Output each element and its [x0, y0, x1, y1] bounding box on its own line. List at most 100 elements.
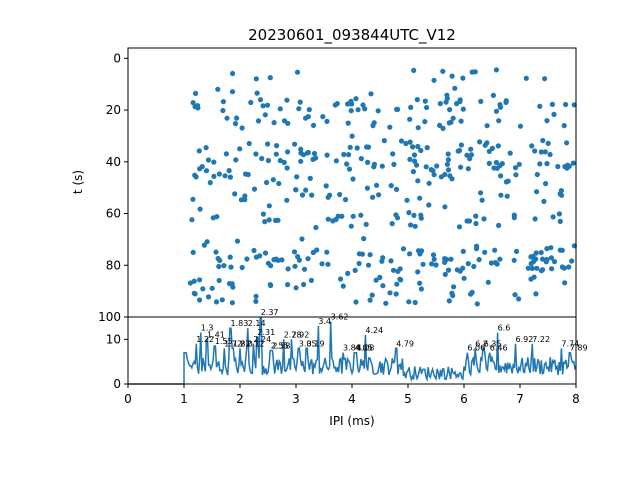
scatter-point: [394, 281, 400, 287]
x-tick-label: 4: [348, 392, 356, 406]
scatter-point: [219, 297, 225, 303]
scatter-point: [511, 215, 517, 221]
scatter-point: [345, 270, 351, 276]
scatter-point: [364, 144, 370, 150]
scatter-point: [528, 276, 534, 282]
scatter-point: [215, 86, 221, 92]
scatter-point: [254, 90, 260, 96]
scatter-point: [370, 123, 376, 129]
scatter-point: [348, 108, 354, 114]
peak-label: 1.87: [233, 339, 251, 348]
scatter-point: [543, 181, 549, 187]
scatter-point: [284, 97, 290, 103]
scatter-point: [537, 103, 543, 109]
scatter-point: [473, 213, 479, 219]
scatter-point: [260, 103, 266, 109]
scatter-point: [420, 261, 426, 267]
scatter-point: [345, 101, 351, 107]
scatter-point: [418, 286, 424, 292]
scatter-point: [216, 171, 222, 177]
scatter-point: [242, 197, 248, 203]
scatter-point: [358, 212, 364, 218]
peak-label: 1.41: [207, 330, 225, 339]
scatter-point: [390, 151, 396, 157]
scatter-point: [266, 217, 272, 223]
scatter-point: [296, 106, 302, 112]
scatter-point: [264, 179, 270, 186]
scatter-point: [424, 104, 430, 111]
scatter-point: [338, 276, 344, 282]
scatter-point: [551, 111, 557, 117]
scatter-point: [353, 299, 359, 305]
scatter-point: [229, 89, 236, 95]
scatter-point: [488, 260, 494, 266]
scatter-point: [227, 254, 233, 260]
scatter-point: [346, 166, 353, 172]
x-axis-label: IPI (ms): [329, 414, 374, 428]
scatter-point: [267, 75, 273, 81]
scatter-point: [562, 280, 568, 286]
scatter-point: [461, 275, 467, 281]
scatter-point: [450, 115, 456, 121]
scatter-point: [431, 256, 437, 262]
scatter-point: [496, 118, 502, 124]
chart-title: 20230601_093844UTC_V12: [248, 26, 456, 45]
scatter-point: [538, 149, 545, 155]
scatter-point: [469, 289, 475, 295]
scatter-point: [349, 133, 355, 139]
scatter-point: [348, 223, 354, 229]
scatter-point: [411, 67, 417, 73]
scatter-point: [226, 281, 233, 287]
scatter-point: [534, 265, 540, 271]
scatter-point: [533, 250, 539, 256]
scatter-point: [239, 125, 245, 131]
scatter-point: [266, 203, 272, 209]
scatter-point: [498, 173, 504, 179]
scatter-point: [447, 107, 453, 113]
scatter-point: [497, 256, 503, 262]
scatter-point: [295, 254, 301, 260]
scatter-point: [275, 257, 281, 263]
scatter-point: [275, 217, 281, 223]
scatter-point: [294, 174, 300, 180]
scatter-point: [415, 248, 422, 254]
scatter-point: [442, 259, 448, 265]
scatter-point: [244, 256, 250, 262]
scatter-point: [308, 277, 314, 283]
scatter-point: [274, 143, 280, 149]
scatter-point: [424, 145, 430, 151]
scatter-point: [451, 284, 457, 290]
scatter-point: [415, 178, 421, 184]
peak-label: 1.72: [224, 339, 242, 348]
scatter-point: [222, 173, 228, 179]
scatter-point: [299, 236, 305, 242]
scatter-point: [556, 211, 563, 217]
scatter-point: [253, 76, 259, 82]
scatter-point: [418, 212, 424, 218]
scatter-point: [383, 300, 389, 306]
scatter-point: [395, 106, 401, 112]
peak-label: 4.24: [365, 326, 383, 335]
scatter-point: [414, 97, 420, 103]
scatter-point: [337, 191, 343, 198]
peak-label: 6.06: [467, 344, 485, 353]
scatter-point: [362, 106, 368, 112]
scatter-point: [513, 172, 519, 178]
scatter-point: [226, 168, 232, 174]
scatter-point: [486, 148, 492, 154]
y-tick-label: 80: [106, 258, 121, 272]
scatter-point: [444, 92, 450, 98]
scatter-point: [204, 239, 210, 245]
scatter-point: [485, 279, 491, 285]
scatter-point: [303, 187, 309, 193]
y-tick-label: 20: [106, 103, 121, 117]
scatter-point: [534, 189, 540, 195]
scatter-point: [528, 254, 534, 260]
scatter-point: [528, 261, 534, 267]
scatter-point: [246, 140, 252, 147]
scatter-point: [279, 257, 285, 263]
scatter-point: [260, 211, 266, 217]
scatter-point: [468, 152, 475, 158]
scatter-point: [398, 138, 405, 144]
x-tick-label: 2: [236, 392, 244, 406]
